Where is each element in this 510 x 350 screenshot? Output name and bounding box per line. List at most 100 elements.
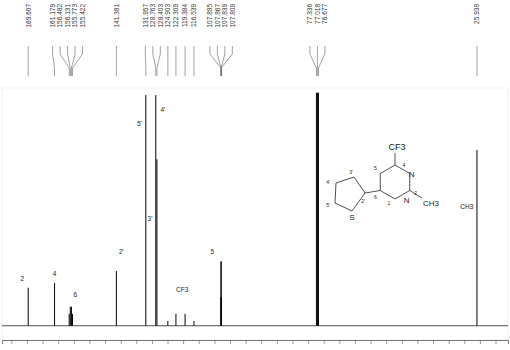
peak-label: 131.957 bbox=[142, 4, 149, 28]
peak-label: 107.839 bbox=[221, 4, 228, 28]
x-tick bbox=[183, 340, 184, 344]
peak-label: 156.131 bbox=[64, 4, 71, 28]
x-tick-mark bbox=[74, 340, 75, 344]
annotation: 2 bbox=[20, 275, 24, 282]
structure-label: 4 bbox=[403, 162, 406, 168]
bond bbox=[410, 191, 422, 199]
peak bbox=[28, 288, 29, 326]
x-tick-mark bbox=[214, 340, 215, 344]
leader-line bbox=[68, 46, 71, 76]
bond bbox=[395, 153, 396, 165]
annotation: 4 bbox=[53, 270, 57, 277]
peak bbox=[72, 314, 73, 326]
x-tick-mark bbox=[183, 340, 184, 344]
x-tick-mark bbox=[89, 340, 90, 344]
x-tick-mark bbox=[261, 340, 262, 344]
x-tick bbox=[136, 340, 137, 344]
annotations: 2462'5'4'3'CF35CH3 bbox=[20, 106, 473, 298]
leader-line bbox=[193, 46, 194, 76]
peak bbox=[476, 150, 477, 326]
baseline bbox=[2, 325, 508, 326]
peak bbox=[54, 283, 55, 326]
x-tick-mark bbox=[246, 340, 247, 344]
peak bbox=[69, 314, 70, 326]
x-axis-line bbox=[3, 341, 509, 345]
peak-label: 77.336 bbox=[306, 4, 313, 24]
x-tick bbox=[230, 340, 231, 344]
structure-label: N bbox=[409, 170, 415, 179]
bond bbox=[354, 177, 365, 193]
leader-line bbox=[221, 46, 225, 76]
peak-label: 122.309 bbox=[172, 4, 179, 28]
x-tick bbox=[277, 340, 278, 344]
annotation: 5 bbox=[210, 248, 214, 255]
x-tick bbox=[324, 340, 325, 344]
peak-labels: 169.607161.179156.482156.131155.773155.4… bbox=[25, 4, 481, 76]
x-tick bbox=[433, 340, 434, 344]
x-tick bbox=[11, 340, 12, 344]
peak-label: 107.895 bbox=[206, 4, 213, 28]
x-tick bbox=[168, 340, 169, 344]
leader-line bbox=[217, 46, 221, 76]
peak bbox=[116, 271, 117, 326]
x-tick-mark bbox=[449, 340, 450, 344]
annotation: 2' bbox=[119, 248, 124, 255]
peak bbox=[221, 262, 222, 326]
peak-label: 107.867 bbox=[214, 4, 221, 28]
x-tick-mark bbox=[136, 340, 137, 344]
x-tick bbox=[152, 340, 153, 344]
peak bbox=[318, 93, 319, 326]
leader-line bbox=[175, 46, 176, 76]
structure-label: CH3 bbox=[423, 199, 440, 208]
x-tick bbox=[417, 340, 418, 344]
x-tick-mark bbox=[402, 340, 403, 344]
bond bbox=[380, 191, 395, 200]
peak bbox=[71, 307, 72, 326]
x-tick-mark bbox=[277, 340, 278, 344]
leader-line bbox=[210, 46, 221, 76]
x-tick bbox=[261, 340, 262, 344]
peak-label: 124.903 bbox=[164, 4, 171, 28]
leader-line bbox=[28, 46, 29, 76]
x-tick bbox=[339, 340, 340, 344]
x-tick-mark bbox=[496, 340, 497, 344]
peak-label: 128.763 bbox=[149, 4, 156, 28]
x-tick bbox=[121, 340, 122, 344]
spectrum bbox=[2, 93, 508, 326]
annotation: CH3 bbox=[460, 203, 473, 210]
structure-label: 2 bbox=[414, 190, 417, 196]
leader-line bbox=[53, 46, 55, 76]
x-tick-mark bbox=[464, 340, 465, 344]
bond bbox=[336, 177, 354, 183]
x-tick bbox=[74, 340, 75, 344]
x-tick bbox=[199, 340, 200, 344]
structure-label: N bbox=[404, 196, 410, 205]
peak bbox=[317, 93, 318, 326]
x-tick-mark bbox=[433, 340, 434, 344]
x-tick-mark bbox=[105, 340, 106, 344]
annotation: CF3 bbox=[176, 286, 189, 293]
leader-line bbox=[71, 46, 75, 76]
x-tick-mark bbox=[58, 340, 59, 344]
x-tick-mark bbox=[11, 340, 12, 344]
structure-label: 4' bbox=[326, 179, 330, 185]
bond bbox=[335, 183, 336, 203]
bond bbox=[365, 191, 380, 194]
x-tick bbox=[27, 340, 28, 344]
peak-label: 119.384 bbox=[181, 4, 188, 27]
x-tick-mark bbox=[355, 340, 356, 344]
x-tick-mark bbox=[371, 340, 372, 344]
bond bbox=[380, 165, 395, 174]
x-tick-mark bbox=[199, 340, 200, 344]
structure-label: 2' bbox=[361, 198, 365, 204]
x-tick-mark bbox=[168, 340, 169, 344]
peak-label: 156.482 bbox=[56, 4, 63, 28]
x-tick bbox=[355, 340, 356, 344]
leader-line bbox=[73, 46, 83, 76]
peak bbox=[145, 95, 146, 326]
peak bbox=[193, 321, 194, 326]
peak bbox=[185, 314, 186, 326]
plot-frame bbox=[2, 88, 508, 340]
x-tick bbox=[43, 340, 44, 344]
peak bbox=[316, 93, 317, 326]
